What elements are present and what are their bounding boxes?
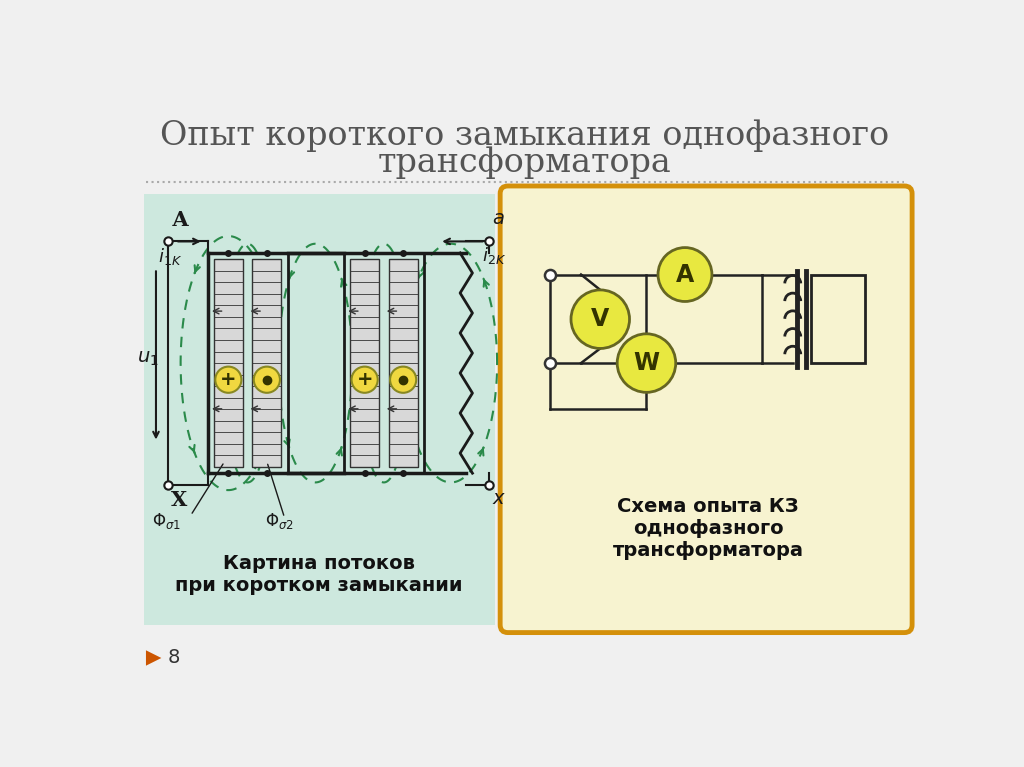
Polygon shape [146,650,162,666]
Text: Картина потоков
при коротком замыкании: Картина потоков при коротком замыкании [175,555,463,595]
Text: V: V [591,308,609,331]
Bar [252,259,282,467]
Text: $i_{2K}$: $i_{2K}$ [481,245,506,265]
FancyBboxPatch shape [500,186,912,633]
Text: W: W [634,351,659,375]
Circle shape [351,367,378,393]
Text: трансформатора: трансформатора [378,146,672,179]
Bar [344,253,424,473]
Text: a: a [493,209,505,228]
Text: 8: 8 [168,648,180,667]
Text: +: + [220,370,237,389]
Text: $u_1$: $u_1$ [137,350,159,368]
Text: Опыт короткого замыкания однофазного: Опыт короткого замыкания однофазного [160,120,890,152]
Circle shape [571,290,630,348]
Circle shape [390,367,416,393]
Bar [144,194,495,625]
Text: $\Phi_{\sigma 2}$: $\Phi_{\sigma 2}$ [265,511,294,531]
Text: Схема опыта КЗ
однофазного
трансформатора: Схема опыта КЗ однофазного трансформатор… [612,497,804,560]
Text: Х: Х [171,489,187,509]
Bar [350,259,379,467]
Text: $i_{1K}$: $i_{1K}$ [159,246,182,267]
Bar [214,259,243,467]
Text: А: А [171,210,188,230]
Bar [811,275,864,363]
Circle shape [215,367,242,393]
Text: A: A [676,262,694,287]
Circle shape [617,334,676,393]
Circle shape [658,248,712,301]
Text: x: x [493,489,504,508]
Circle shape [254,367,280,393]
Bar [388,259,418,467]
Bar [208,253,288,473]
Text: $\Phi_{\sigma 1}$: $\Phi_{\sigma 1}$ [153,511,181,531]
Text: +: + [356,370,373,389]
